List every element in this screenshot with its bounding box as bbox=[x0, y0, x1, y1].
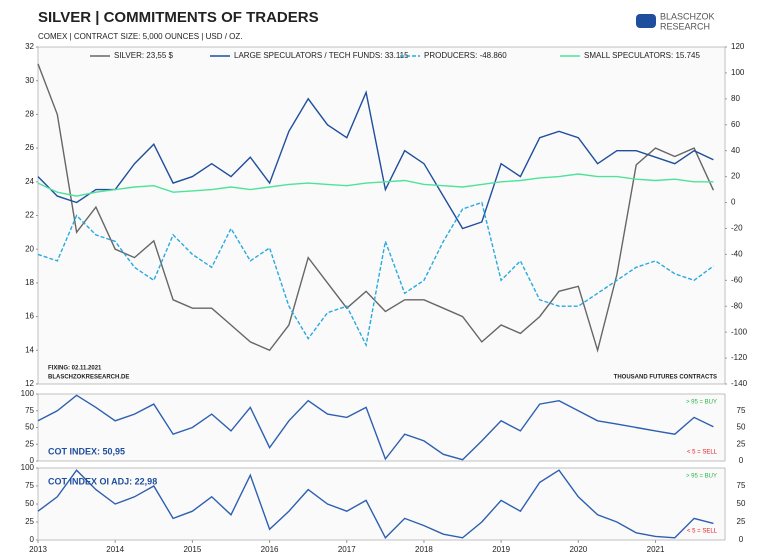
legend-label: PRODUCERS: -48.860 bbox=[424, 51, 507, 60]
annotation: THOUSAND FUTURES CONTRACTS bbox=[614, 375, 717, 381]
annotation: BLASCHZOKRESEARCH.DE bbox=[48, 375, 129, 381]
y-tick-label: 18 bbox=[25, 278, 34, 287]
legend-label: LARGE SPECULATORS / TECH FUNDS: 33.115 bbox=[234, 51, 409, 60]
y2-tick-label: -140 bbox=[731, 379, 748, 388]
x-tick-label: 2014 bbox=[106, 545, 124, 554]
y-right-tick-label: 25 bbox=[737, 439, 746, 448]
legend-label: SMALL SPECULATORS: 15.745 bbox=[584, 51, 700, 60]
x-tick-label: 2017 bbox=[338, 545, 356, 554]
logo: BLASCHZOK bbox=[660, 11, 715, 21]
y-right-tick-label: 0 bbox=[739, 456, 744, 465]
series-line bbox=[37, 201, 714, 348]
annotation: < 5 = SELL bbox=[687, 529, 718, 535]
y-tick-label: 30 bbox=[25, 76, 34, 85]
y2-tick-label: -40 bbox=[731, 249, 743, 258]
x-tick-label: 2020 bbox=[569, 545, 587, 554]
legend-label: SILVER: 23,55 $ bbox=[114, 51, 174, 60]
y-tick-label: 0 bbox=[30, 456, 35, 465]
x-tick-label: 2013 bbox=[29, 545, 47, 554]
y-tick-label: 75 bbox=[25, 406, 34, 415]
y-tick-label: 26 bbox=[25, 143, 34, 152]
y-tick-label: 16 bbox=[25, 312, 34, 321]
y2-tick-label: -100 bbox=[731, 327, 748, 336]
series-line bbox=[37, 63, 715, 353]
logo-icon bbox=[636, 14, 656, 28]
y-tick-label: 24 bbox=[25, 177, 34, 186]
plot-area bbox=[37, 393, 726, 462]
series-line bbox=[37, 90, 714, 230]
subtitle: COMEX | CONTRACT SIZE: 5,000 OUNCES | US… bbox=[38, 32, 243, 41]
title: SILVER | COMMITMENTS OF TRADERS bbox=[38, 9, 319, 26]
y2-tick-label: 0 bbox=[731, 198, 736, 207]
y-tick-label: 0 bbox=[30, 535, 35, 544]
series-line bbox=[37, 469, 714, 539]
plot-area bbox=[37, 46, 726, 385]
annotation: < 5 = SELL bbox=[687, 450, 718, 456]
y2-tick-label: -120 bbox=[731, 353, 748, 362]
y-tick-label: 25 bbox=[25, 517, 34, 526]
series-line bbox=[37, 394, 714, 461]
y2-tick-label: 80 bbox=[731, 94, 740, 103]
annotation: > 95 = BUY bbox=[686, 400, 717, 406]
x-tick-label: 2019 bbox=[492, 545, 510, 554]
y2-tick-label: -80 bbox=[731, 301, 743, 310]
y-right-tick-label: 75 bbox=[737, 406, 746, 415]
y2-tick-label: 60 bbox=[731, 120, 740, 129]
plot-area bbox=[37, 467, 726, 541]
y-right-tick-label: 50 bbox=[737, 423, 746, 432]
y-tick-label: 50 bbox=[25, 499, 34, 508]
y-right-tick-label: 50 bbox=[737, 499, 746, 508]
y-tick-label: 28 bbox=[25, 110, 34, 119]
y-right-tick-label: 0 bbox=[739, 535, 744, 544]
y2-tick-label: 40 bbox=[731, 146, 740, 155]
y2-tick-label: -60 bbox=[731, 275, 743, 284]
series-line bbox=[37, 173, 714, 197]
y2-tick-label: 100 bbox=[731, 68, 745, 77]
panel-title: COT INDEX OI ADJ: 22,98 bbox=[48, 476, 157, 486]
x-tick-label: 2016 bbox=[261, 545, 279, 554]
x-tick-label: 2021 bbox=[647, 545, 665, 554]
y2-tick-label: 20 bbox=[731, 172, 740, 181]
y2-tick-label: -20 bbox=[731, 224, 743, 233]
y-right-tick-label: 25 bbox=[737, 517, 746, 526]
y-tick-label: 14 bbox=[25, 345, 34, 354]
y-tick-label: 75 bbox=[25, 481, 34, 490]
logo-sub: RESEARCH bbox=[660, 21, 710, 31]
y-tick-label: 12 bbox=[25, 379, 34, 388]
y-tick-label: 32 bbox=[25, 42, 34, 51]
y-tick-label: 50 bbox=[25, 423, 34, 432]
annotation: FIXING: 02.11.2021 bbox=[48, 366, 102, 372]
panel-title: COT INDEX: 50,95 bbox=[48, 446, 125, 456]
y-tick-label: 100 bbox=[21, 389, 35, 398]
y-tick-label: 22 bbox=[25, 211, 34, 220]
y-tick-label: 100 bbox=[21, 463, 35, 472]
x-tick-label: 2015 bbox=[183, 545, 201, 554]
y2-tick-label: 120 bbox=[731, 42, 745, 51]
y-tick-label: 25 bbox=[25, 439, 34, 448]
x-tick-label: 2018 bbox=[415, 545, 433, 554]
y-right-tick-label: 75 bbox=[737, 481, 746, 490]
annotation: > 95 = BUY bbox=[686, 474, 717, 480]
y-tick-label: 20 bbox=[25, 244, 34, 253]
